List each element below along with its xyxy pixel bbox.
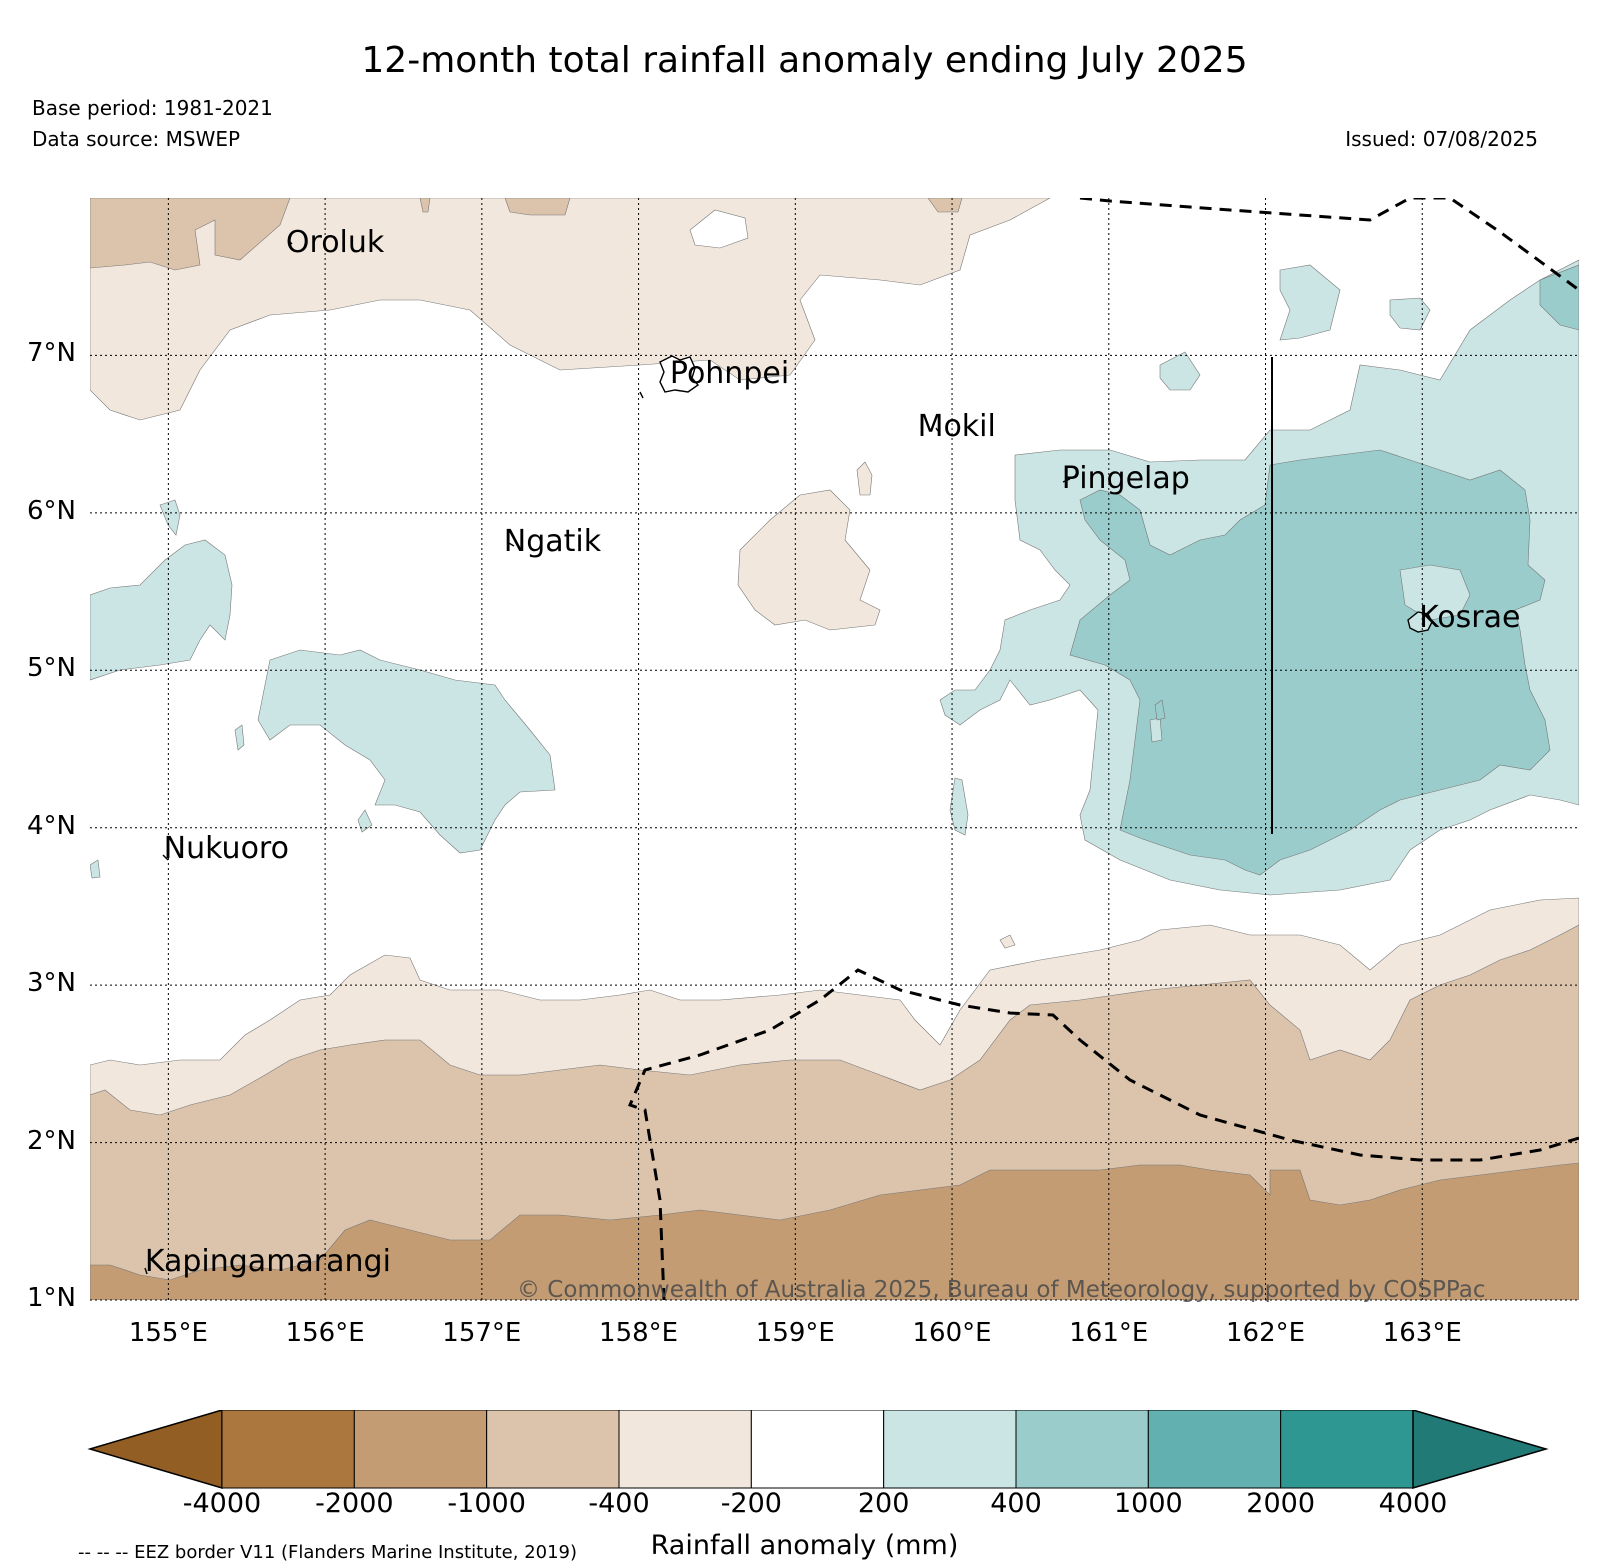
colorbar-label: Rainfall anomaly (mm): [650, 1530, 959, 1561]
colorbar-segment: [486, 1410, 620, 1489]
colorbar-tick-label: 4000: [1378, 1488, 1448, 1519]
contour-band-wet-east-2: [1069, 449, 1551, 876]
contour-band-dry-south-3: [90, 1162, 1579, 1300]
place-label: Pingelap: [1061, 461, 1190, 497]
eez-footnote: -- -- -- EEZ border V11 (Flanders Marine…: [78, 1542, 578, 1563]
colorbar-tick-label: -2000: [315, 1488, 394, 1519]
lat-tick-label: 2°N: [27, 1125, 76, 1156]
lat-tick-label: 1°N: [27, 1283, 76, 1313]
copyright-credit: © Commonwealth of Australia 2025, Bureau…: [517, 1277, 1486, 1303]
anomaly-fill-layer: [90, 198, 1579, 1300]
colorbar-tick-label: 1000: [1113, 1488, 1183, 1519]
colorbar-extend-low: [87, 1410, 223, 1490]
colorbar-extend-high: [1412, 1410, 1549, 1490]
colorbar-tick-label: -1000: [447, 1488, 526, 1519]
colorbar-tick-label: 2000: [1246, 1488, 1316, 1519]
lon-tick-label: 161°E: [1069, 1318, 1149, 1348]
lat-tick-label: 7°N: [27, 338, 76, 369]
lon-tick-label: 159°E: [755, 1318, 835, 1348]
colorbar-segment: [353, 1410, 488, 1489]
colorbar-segment: [1015, 1410, 1149, 1489]
lon-tick-label: 157°E: [442, 1318, 522, 1348]
lat-tick-label: 5°N: [27, 653, 76, 684]
colorbar: [87, 1410, 1549, 1490]
place-label: Pohnpei: [669, 355, 790, 391]
lon-tick-label: 163°E: [1382, 1318, 1462, 1348]
colorbar-segment: [221, 1410, 355, 1489]
colorbar-segment: [883, 1410, 1017, 1489]
place-label: Ngatik: [503, 524, 602, 560]
data-source: Data source: MSWEP: [32, 127, 241, 151]
kosrae-island: [1407, 611, 1433, 633]
lat-tick-label: 6°N: [27, 495, 76, 526]
lat-tick-label: 3°N: [27, 968, 76, 999]
map-title: 12-month total rainfall anomaly ending J…: [361, 40, 1248, 81]
eez-border-south: [627, 968, 1579, 1300]
colorbar-segment: [1280, 1410, 1414, 1489]
colorbar-tick-label: 400: [990, 1488, 1042, 1519]
colorbar-tick-label: -400: [588, 1488, 650, 1519]
place-label: Nukuoro: [163, 831, 289, 867]
base-period: Base period: 1981-2021: [32, 96, 273, 120]
lon-tick-label: 155°E: [128, 1318, 208, 1348]
colorbar-tick-label: -4000: [182, 1488, 262, 1519]
lon-tick-label: 156°E: [285, 1318, 365, 1348]
lon-tick-label: 158°E: [599, 1318, 679, 1348]
graticule-grid: [90, 198, 1579, 1301]
pohnpei-island: [659, 355, 700, 393]
colorbar-tick-label: 200: [857, 1488, 910, 1519]
place-label: Mokil: [917, 409, 996, 445]
colorbar-segment: [1147, 1410, 1282, 1489]
colorbar-tick-label: -200: [720, 1488, 782, 1519]
issued-date: Issued: 07/08/2025: [1345, 127, 1538, 151]
colorbar-segment: [750, 1410, 885, 1489]
lon-tick-label: 160°E: [912, 1318, 992, 1348]
contour-band-wet-west: [90, 539, 233, 681]
contour-band-dry-north: [90, 198, 1051, 421]
contour-band-dry-north-2: [90, 198, 291, 271]
lat-tick-label: 4°N: [27, 810, 76, 841]
place-label: Oroluk: [285, 225, 385, 261]
colorbar-segment: [618, 1410, 752, 1489]
place-label: Kapingamarangi: [144, 1243, 391, 1279]
place-label: Kosrae: [1419, 599, 1521, 635]
lon-tick-label: 162°E: [1225, 1318, 1306, 1348]
eez-border: [1079, 198, 1579, 292]
